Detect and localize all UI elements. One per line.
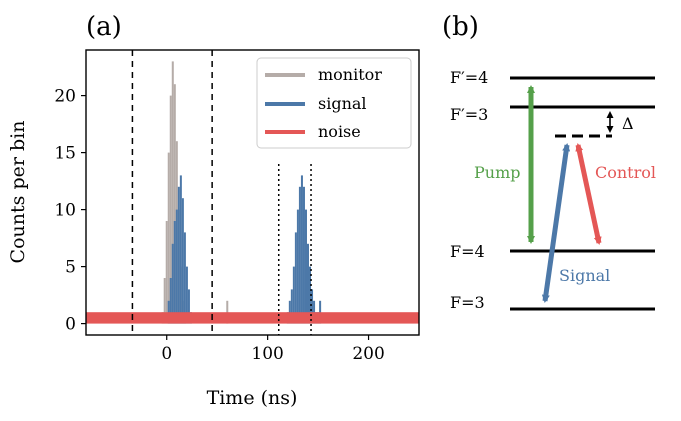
signal-bar xyxy=(298,186,301,324)
signal-bar xyxy=(300,175,303,324)
monitor-bar xyxy=(165,221,168,324)
panel-a-label: (a) xyxy=(86,12,122,42)
signal-bar xyxy=(169,278,172,324)
signal-arrow xyxy=(541,143,571,303)
pump-label: Pump xyxy=(474,163,520,182)
series-layer xyxy=(86,61,419,324)
signal-bar xyxy=(304,209,307,324)
x-tick-label: 100 xyxy=(251,344,283,364)
monitor-bar xyxy=(226,300,229,324)
x-axis-label: Time (ns) xyxy=(207,387,298,409)
signal-bar xyxy=(177,186,180,324)
y-tick-label: 5 xyxy=(65,258,76,278)
monitor-bar xyxy=(169,95,172,324)
signal-bar xyxy=(173,221,176,324)
control-label: Control xyxy=(595,163,656,182)
signal-bar xyxy=(181,198,184,324)
y-tick-label: 0 xyxy=(65,315,76,335)
signal-bar xyxy=(294,232,297,324)
monitor-bar xyxy=(163,278,166,324)
level-diagram: F′=4 F′=3 F=4 F=3 Δ Pump Control Signal xyxy=(450,68,656,312)
x-tick-label: 200 xyxy=(352,344,384,364)
level-Fp4-label: F′=4 xyxy=(450,68,488,87)
y-tick-label: 15 xyxy=(54,144,76,164)
signal-label: Signal xyxy=(559,266,610,285)
signal-bar xyxy=(306,243,310,324)
reference-lines xyxy=(131,50,312,335)
signal-bar xyxy=(185,266,188,324)
monitor-bar xyxy=(173,84,176,324)
signal-bar xyxy=(183,232,186,324)
x-tick-label: 0 xyxy=(161,344,172,364)
signal-series xyxy=(167,175,322,324)
legend-label-signal: signal xyxy=(318,94,367,113)
monitor-bar xyxy=(171,61,174,324)
signal-bar xyxy=(290,289,293,324)
level-F4-label: F=4 xyxy=(450,242,485,261)
signal-bar xyxy=(319,300,322,324)
plot-frame xyxy=(85,49,420,336)
level-Fp3-label: F′=3 xyxy=(450,105,488,124)
legend-label-noise: noise xyxy=(318,122,361,141)
noise-band xyxy=(86,312,419,324)
y-tick-label: 20 xyxy=(54,87,76,107)
legend: monitor signal noise xyxy=(256,57,412,149)
detuning-label: Δ xyxy=(622,114,634,133)
noise-series xyxy=(86,312,419,324)
monitor-bar xyxy=(167,152,170,324)
signal-bar xyxy=(175,209,178,324)
signal-bar xyxy=(313,300,316,324)
signal-bar xyxy=(309,266,312,324)
histogram-panel: 0 100 200 0 5 10 15 20 Time (ns) Counts per bin… xyxy=(7,49,420,409)
axis-ticks: 0 100 200 0 5 10 15 20 xyxy=(54,87,384,364)
signal-bar xyxy=(292,266,295,324)
signal-bar xyxy=(296,209,299,324)
legend-box xyxy=(256,57,412,149)
signal-bar xyxy=(167,300,170,324)
y-axis-label: Counts per bin xyxy=(7,121,29,264)
y-tick-label: 10 xyxy=(54,201,76,221)
panel-b-label: (b) xyxy=(442,12,479,42)
signal-bar xyxy=(311,289,314,324)
signal-bar xyxy=(171,243,174,324)
signal-bar xyxy=(179,175,182,324)
signal-bar xyxy=(187,289,190,324)
signal-bar xyxy=(288,300,291,324)
control-arrow xyxy=(575,143,602,245)
signal-bar xyxy=(302,186,305,324)
legend-label-monitor: monitor xyxy=(318,65,382,84)
level-F3-label: F=3 xyxy=(450,293,485,312)
